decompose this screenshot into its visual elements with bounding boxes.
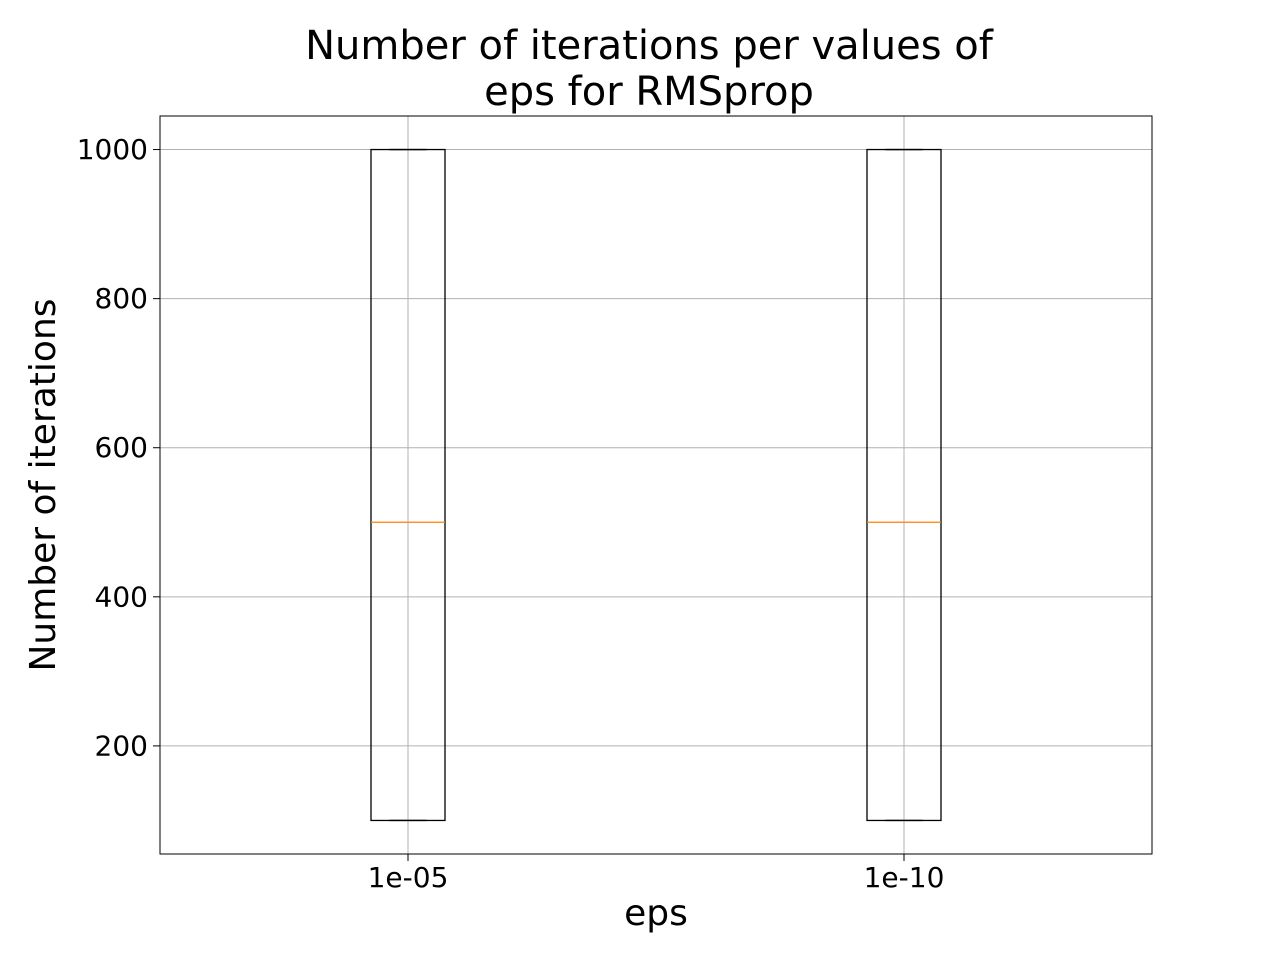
chart-title-line-1: Number of iterations per values of [305,23,993,69]
x-tick-label: 1e-10 [864,861,945,894]
y-tick-label: 600 [95,431,148,464]
plot-frame [159,115,1153,855]
y-tick-label: 1000 [77,133,148,166]
y-tick-label: 400 [95,580,148,613]
y-tick-label: 200 [95,729,148,762]
x-axis-label: eps [624,893,688,934]
chart-title-line-2: eps for RMSprop [484,69,814,115]
y-tick-label: 800 [95,282,148,315]
x-tick-label: 1e-05 [368,861,449,894]
y-axis-label: Number of iterations [23,298,64,672]
